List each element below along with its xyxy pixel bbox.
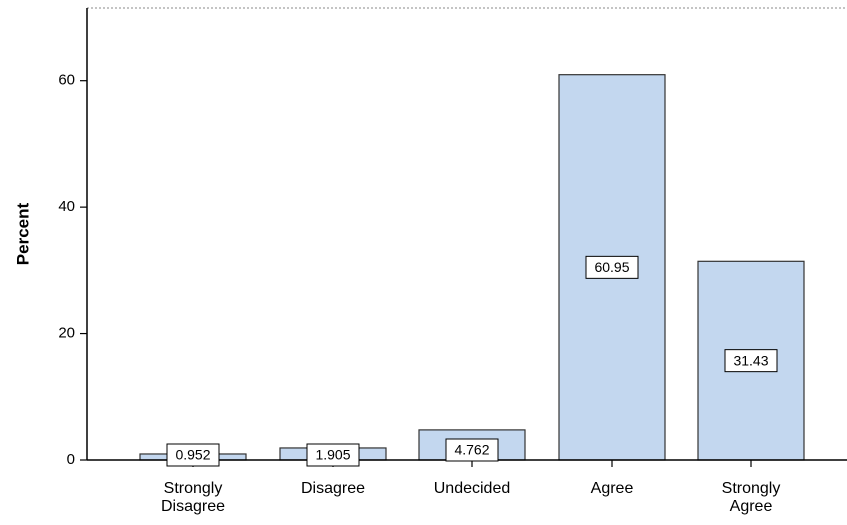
x-tick-label: Agree	[591, 480, 634, 497]
x-tick-label: Agree	[730, 498, 773, 515]
data-label: 0.952	[175, 447, 210, 463]
x-tick-label: Undecided	[434, 480, 511, 497]
data-label: 31.43	[733, 352, 768, 368]
bars	[139, 74, 805, 461]
data-labels: 0.952 1.905 4.762 60.95 31.43	[166, 255, 778, 467]
data-label: 60.95	[594, 259, 629, 275]
y-axis-ticks: 0 20 40 60	[58, 72, 87, 468]
y-tick-label: 60	[58, 72, 75, 89]
data-label-box	[166, 443, 220, 467]
data-label-box	[445, 438, 499, 462]
x-tick-label: Disagree	[301, 480, 365, 497]
data-label-box	[585, 255, 639, 279]
data-label: 4.762	[454, 442, 489, 458]
data-label: 1.905	[315, 447, 350, 463]
x-tick-label: Strongly	[722, 480, 781, 497]
y-tick-label: 20	[58, 325, 75, 342]
y-tick-label: 0	[67, 451, 75, 468]
x-tick-label: Strongly	[164, 480, 223, 497]
y-axis-title: Percent	[13, 202, 32, 265]
data-label-box	[306, 443, 360, 467]
y-tick-label: 40	[58, 198, 75, 215]
x-tick-label: Disagree	[161, 498, 225, 515]
data-label-box	[724, 349, 778, 373]
